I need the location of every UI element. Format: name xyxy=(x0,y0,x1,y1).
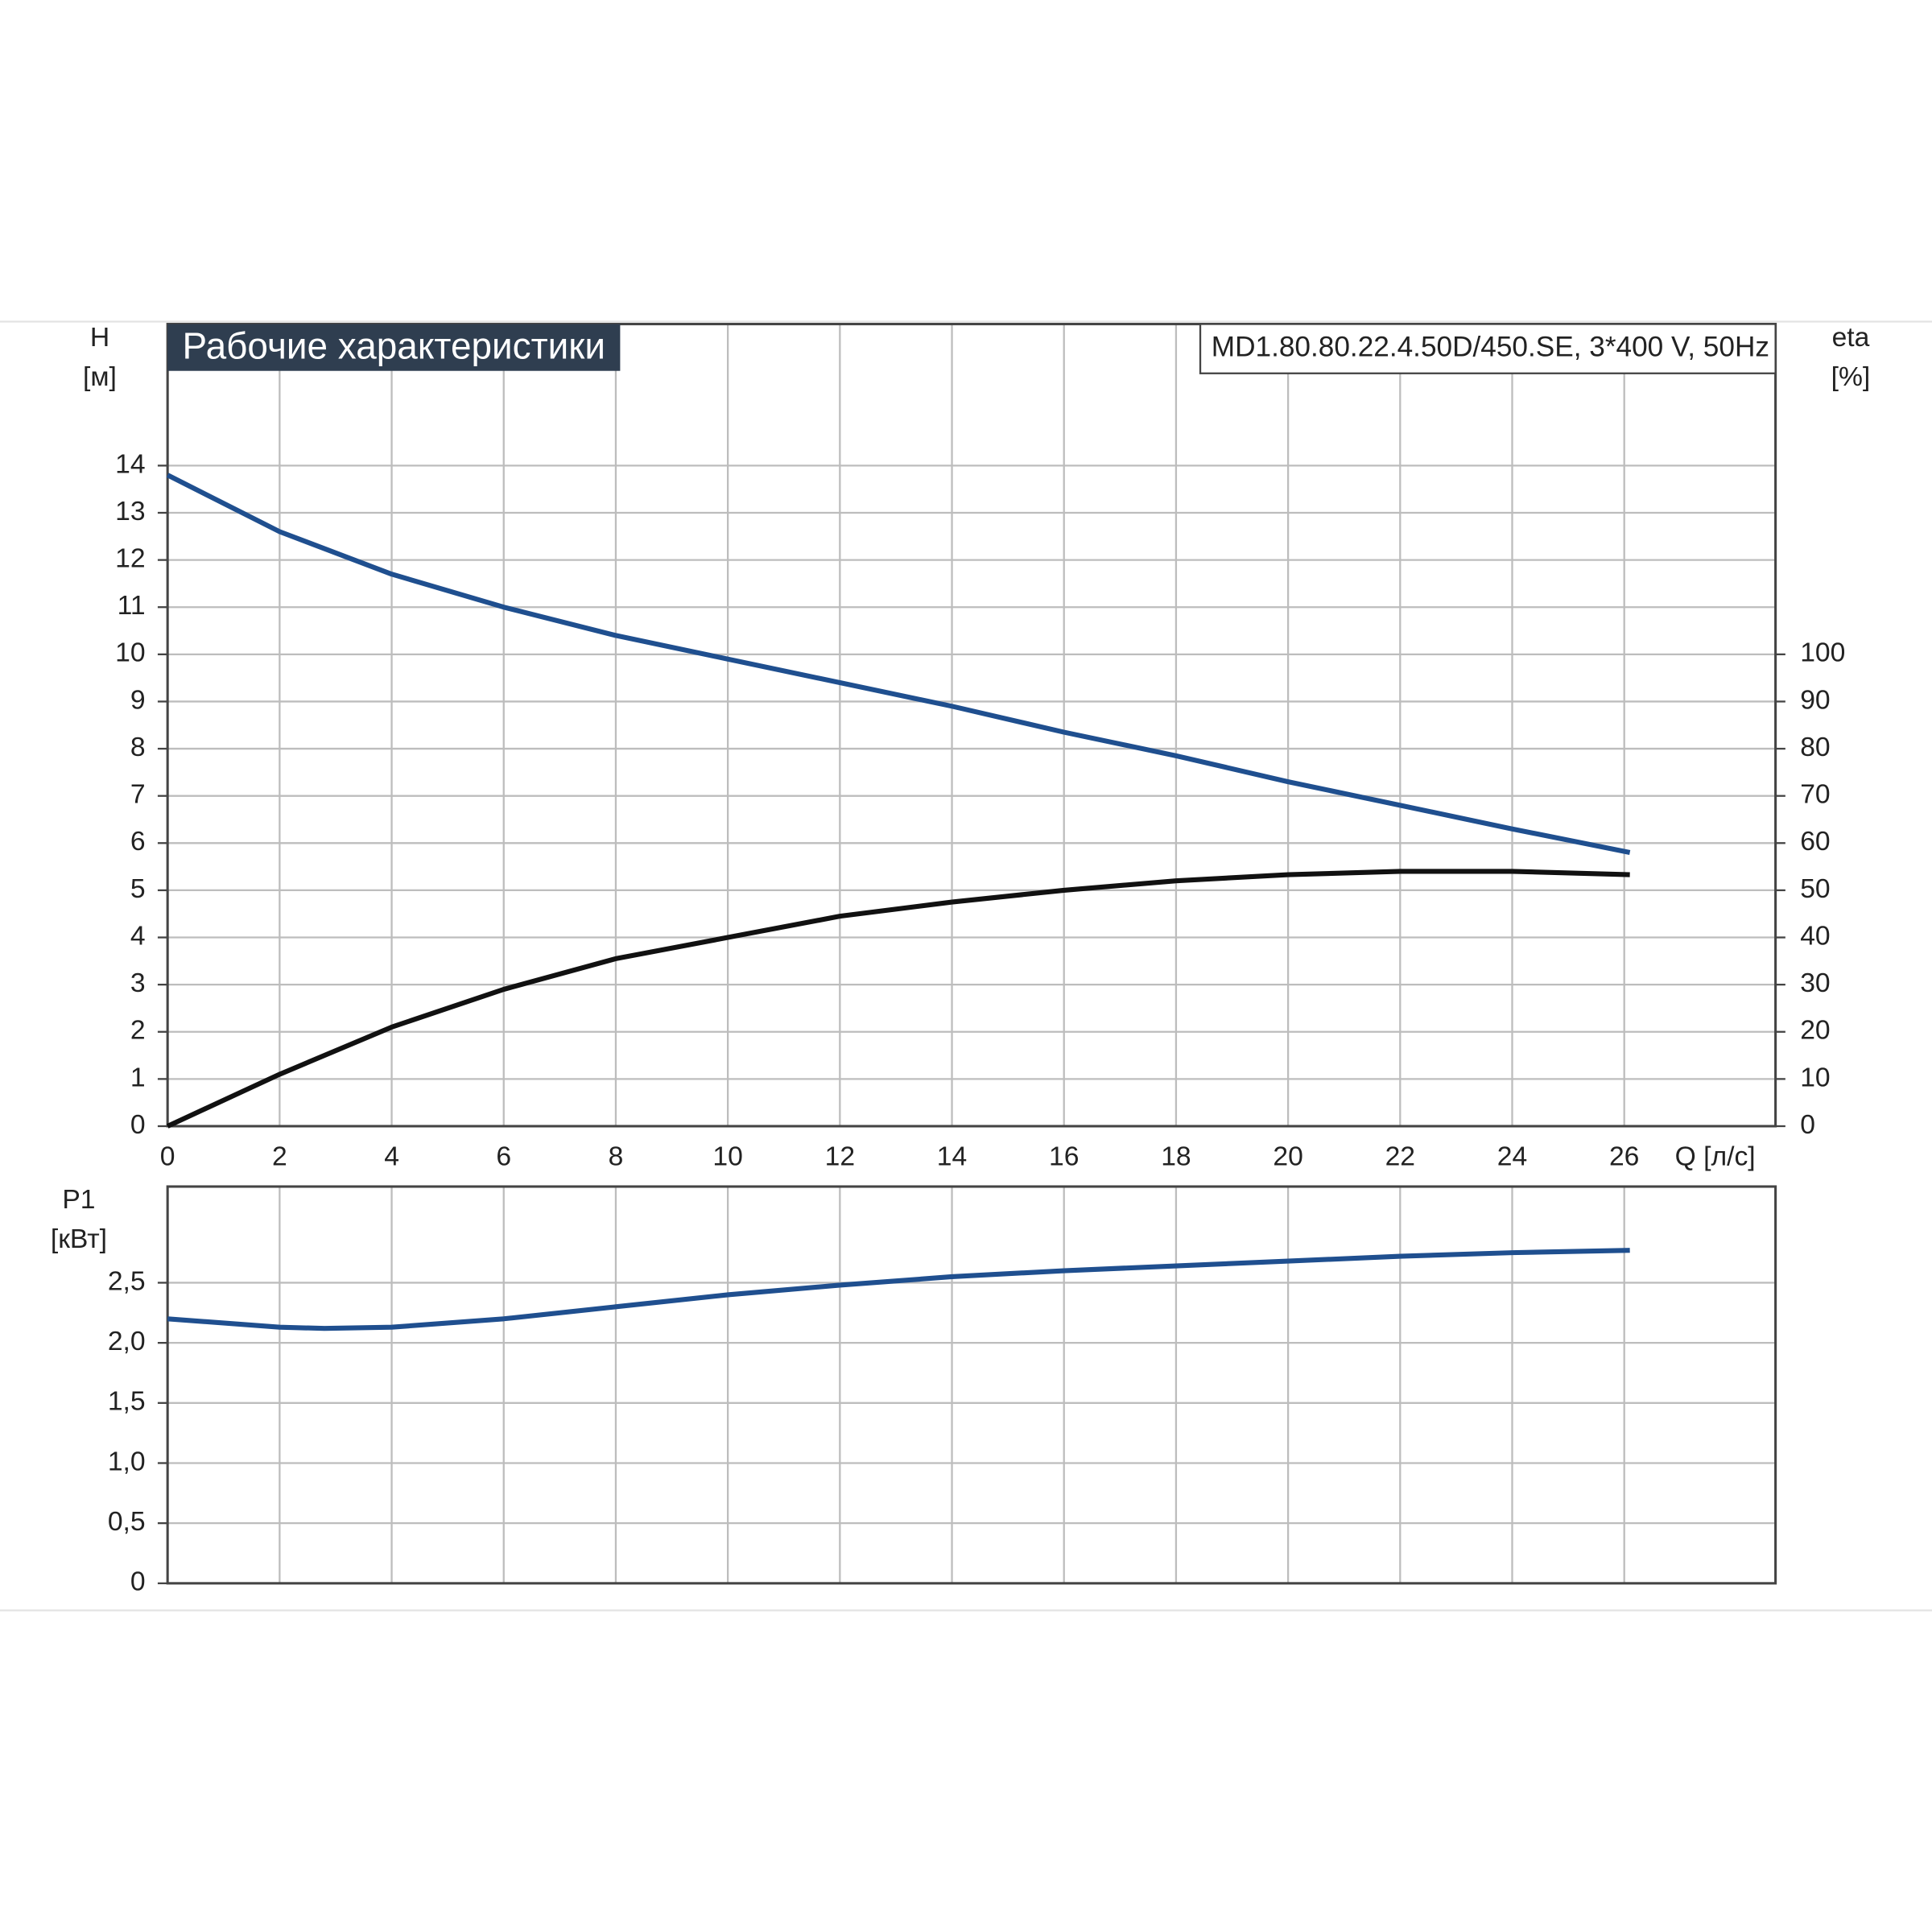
y-axis-label: P1 xyxy=(62,1185,95,1215)
y2-tick-label: 10 xyxy=(1800,1063,1830,1092)
y-tick-label: 9 xyxy=(130,685,146,715)
y-tick-label: 1,0 xyxy=(108,1447,146,1476)
x-tick-label: 12 xyxy=(825,1142,855,1172)
x-tick-label: 16 xyxy=(1049,1142,1079,1172)
y-tick-label: 0 xyxy=(130,1567,146,1597)
y2-axis-label: eta xyxy=(1832,323,1870,353)
y-tick-label: 14 xyxy=(115,449,145,479)
y-tick-label: 1,5 xyxy=(108,1387,146,1417)
y2-tick-label: 40 xyxy=(1800,921,1830,951)
x-tick-label: 26 xyxy=(1609,1142,1639,1172)
y2-tick-label: 20 xyxy=(1800,1016,1830,1046)
x-tick-label: 8 xyxy=(609,1142,624,1172)
y2-tick-label: 80 xyxy=(1800,733,1830,762)
y2-tick-label: 50 xyxy=(1800,874,1830,904)
y-tick-label: 3 xyxy=(130,968,146,998)
x-tick-label: 10 xyxy=(712,1142,742,1172)
y-tick-label: 2,5 xyxy=(108,1266,146,1296)
y2-tick-label: 30 xyxy=(1800,968,1830,998)
y-tick-label: 13 xyxy=(115,497,145,526)
y-tick-label: 4 xyxy=(130,921,146,951)
x-tick-label: 6 xyxy=(496,1142,511,1172)
y-tick-label: 5 xyxy=(130,874,146,904)
y-tick-label: 0,5 xyxy=(108,1507,146,1537)
series-line xyxy=(166,473,1631,856)
y-tick-label: 8 xyxy=(130,733,146,762)
x-tick-label: 14 xyxy=(937,1142,967,1172)
plot-frame xyxy=(166,323,1777,1128)
x-tick-label: 0 xyxy=(160,1142,175,1172)
x-tick-label: 2 xyxy=(272,1142,287,1172)
chart-subtitle: MD1.80.80.22.4.50D/450.SE, 3*400 V, 50Hz xyxy=(1212,331,1769,362)
y-tick-label: 7 xyxy=(130,780,146,810)
subtitle-box xyxy=(1199,323,1777,374)
y2-tick-label: 0 xyxy=(1800,1110,1815,1140)
series-line xyxy=(166,869,1630,1129)
x-tick-label: 22 xyxy=(1385,1142,1415,1172)
y-tick-label: 2,0 xyxy=(108,1327,146,1356)
y-axis-label: [кВт] xyxy=(51,1224,107,1254)
title-box xyxy=(167,324,621,371)
y-tick-label: 1 xyxy=(130,1063,146,1092)
x-tick-label: 18 xyxy=(1161,1142,1191,1172)
y-tick-label: 2 xyxy=(130,1016,146,1046)
y-axis-label: [м] xyxy=(83,362,117,392)
x-tick-label: 24 xyxy=(1497,1142,1527,1172)
y-tick-label: 11 xyxy=(118,591,146,621)
x-tick-label: 4 xyxy=(384,1142,399,1172)
y2-tick-label: 70 xyxy=(1800,780,1830,810)
y2-axis-label: [%] xyxy=(1831,362,1871,392)
chart-title: Рабочие характеристики xyxy=(183,324,605,366)
y2-tick-label: 100 xyxy=(1800,638,1845,668)
plot-frame xyxy=(166,1185,1777,1585)
y-tick-label: 0 xyxy=(130,1110,146,1140)
y2-tick-label: 90 xyxy=(1800,685,1830,715)
y-axis-label: H xyxy=(90,323,109,353)
x-tick-label: 20 xyxy=(1273,1142,1302,1172)
y-tick-label: 12 xyxy=(115,544,145,574)
series-line xyxy=(167,1248,1630,1331)
y2-tick-label: 60 xyxy=(1800,827,1830,857)
y-tick-label: 6 xyxy=(130,827,146,857)
x-axis-label: Q [л/с] xyxy=(1675,1142,1756,1172)
y-tick-label: 10 xyxy=(115,638,145,668)
